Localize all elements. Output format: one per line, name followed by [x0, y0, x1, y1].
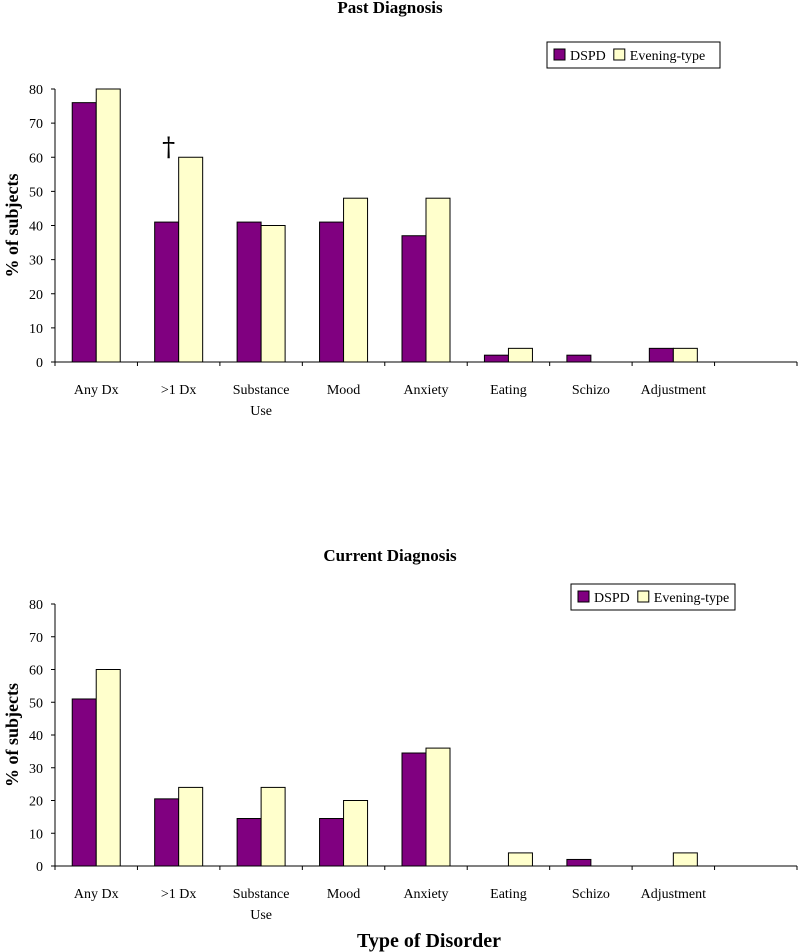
bar-dspd-any-dx [71, 102, 97, 363]
x-tick-label-eating: Eating [490, 383, 527, 398]
x-tick-label-adjustment: Adjustment [641, 887, 706, 902]
bar-dspd-anxiety [401, 235, 427, 363]
bar-dspd-anxiety [401, 752, 427, 867]
bar-evening-type-mood [343, 197, 369, 363]
bar-evening-type-anxiety [425, 747, 451, 867]
y-tick-label: 70 [29, 631, 43, 646]
legend-swatch-evening-type [637, 590, 650, 603]
legend-label-evening-type: Evening-type [630, 49, 705, 64]
x-tick-label-1-dx: >1 Dx [161, 887, 197, 902]
bar-evening-type-any-dx [95, 669, 121, 867]
x-tick-label-mood: Mood [327, 887, 360, 902]
x-tick-label-mood: Mood [327, 383, 360, 398]
past-diagnosis-chart: Past Diagnosis % of subjects 0 10 20 30 40 50 60… [2, 0, 798, 419]
bar-dspd-1-dx [154, 798, 180, 867]
x-axis-title: Type of Disorder [357, 930, 501, 952]
legend-box [570, 583, 736, 611]
x-tick-label-1-dx: >1 Dx [161, 383, 197, 398]
current-diagnosis-chart: Current Diagnosis % of subjects 0 10 20 30 40 5… [2, 546, 798, 923]
bar-dspd-mood [319, 221, 345, 363]
bar-dspd-substance-use [236, 221, 262, 363]
bar-evening-type-eating [507, 347, 533, 363]
bar-evening-type-mood [343, 800, 369, 867]
significance-dagger: † [162, 132, 175, 162]
y-tick-label: 0 [36, 860, 43, 875]
y-tick-label: 50 [29, 185, 43, 200]
y-tick-label: 20 [29, 288, 43, 303]
legend-label-dspd: DSPD [570, 49, 606, 64]
legend-swatch-dspd [577, 590, 590, 603]
legend-label-dspd: DSPD [594, 591, 630, 606]
bar-evening-type-eating [507, 852, 533, 867]
y-tick-label: 30 [29, 254, 43, 269]
x-tick-label-anxiety: Anxiety [403, 887, 448, 902]
bar-evening-type-1-dx [178, 156, 204, 363]
legend: DSPD Evening-type [570, 583, 736, 611]
bar-evening-type-anxiety [425, 197, 451, 363]
x-tick-label-substance-use: Substance Use [233, 383, 290, 419]
y-tick-label: 80 [29, 83, 43, 98]
bar-dspd-1-dx [154, 221, 180, 363]
bar-evening-type-adjustment [672, 347, 698, 363]
legend-swatch-evening-type [613, 48, 626, 61]
bar-dspd-schizo [566, 858, 592, 867]
y-tick-label: 20 [29, 795, 43, 810]
y-tick-label: 70 [29, 117, 43, 132]
bar-evening-type-substance-use [260, 225, 286, 363]
y-tick-label: 10 [29, 322, 43, 337]
legend-box [546, 41, 721, 69]
bar-evening-type-substance-use [260, 786, 286, 867]
bar-dspd-schizo [566, 354, 592, 363]
y-tick-label: 30 [29, 762, 43, 777]
y-axis-label: % of subjects [2, 174, 22, 278]
y-tick-label: 60 [29, 664, 43, 679]
bar-evening-type-any-dx [95, 88, 121, 363]
x-tick-label-schizo: Schizo [572, 383, 610, 398]
y-tick-label: 10 [29, 827, 43, 842]
bar-dspd-eating [483, 354, 509, 363]
bar-evening-type-adjustment [672, 852, 698, 867]
legend: DSPD Evening-type [546, 41, 721, 69]
legend-swatch-dspd [553, 48, 566, 61]
bar-evening-type-1-dx [178, 786, 204, 867]
x-tick-label-schizo: Schizo [572, 887, 610, 902]
x-tick-label-eating: Eating [490, 887, 527, 902]
bar-dspd-adjustment [648, 347, 674, 363]
bar-dspd-mood [319, 818, 345, 867]
x-tick-label-any-dx: Any Dx [74, 887, 119, 902]
chart-title: Past Diagnosis [337, 0, 443, 17]
chart-title: Current Diagnosis [323, 546, 457, 565]
y-tick-label: 80 [29, 598, 43, 613]
y-tick-label: 50 [29, 696, 43, 711]
x-tick-label-adjustment: Adjustment [641, 383, 706, 398]
y-tick-label: 0 [36, 356, 43, 371]
bar-dspd-substance-use [236, 818, 262, 867]
legend-label-evening-type: Evening-type [654, 591, 729, 606]
y-tick-label: 40 [29, 729, 43, 744]
y-tick-label: 60 [29, 151, 43, 166]
y-tick-label: 40 [29, 220, 43, 235]
bar-dspd-any-dx [71, 698, 97, 867]
x-tick-label-substance-use: Substance Use [233, 887, 290, 923]
x-tick-label-any-dx: Any Dx [74, 383, 119, 398]
x-tick-label-anxiety: Anxiety [403, 383, 448, 398]
y-axis-label: % of subjects [2, 683, 22, 787]
